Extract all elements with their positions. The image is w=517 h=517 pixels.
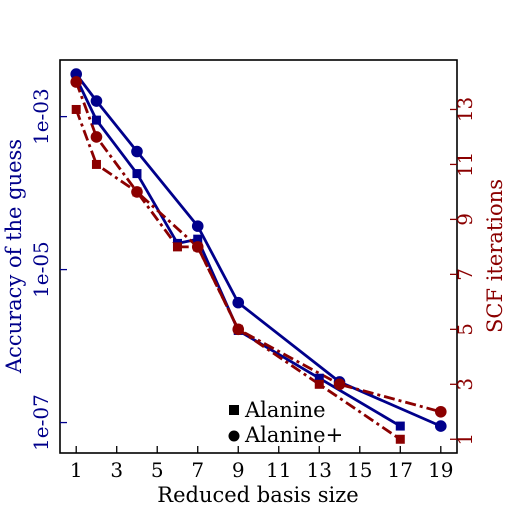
y-right-tick-label: 13 bbox=[453, 97, 477, 122]
data-point-alanine-accuracy bbox=[395, 421, 405, 431]
x-axis-label: Reduced basis size bbox=[157, 483, 358, 507]
y-right-tick-label: 9 bbox=[453, 213, 477, 226]
legend-label-alanine: Alanine bbox=[244, 398, 326, 422]
data-point-alanine-plus-iterations bbox=[191, 241, 204, 253]
data-point-alanine-plus-accuracy bbox=[434, 420, 447, 432]
data-point-alanine-accuracy bbox=[193, 234, 203, 244]
data-point-alanine-plus-accuracy bbox=[191, 220, 204, 232]
y-right-tick-label: 11 bbox=[453, 152, 477, 177]
x-tick-label: 15 bbox=[347, 458, 372, 482]
legend-marker-square bbox=[229, 405, 239, 415]
y-left-tick-label: 1e-07 bbox=[29, 394, 53, 451]
data-point-alanine-iterations bbox=[172, 242, 182, 252]
y-right-tick-label: 1 bbox=[453, 433, 477, 446]
data-point-alanine-plus-accuracy bbox=[232, 296, 245, 309]
x-tick-label: 5 bbox=[151, 458, 164, 482]
data-point-alanine-plus-iterations bbox=[232, 323, 245, 336]
y-right-tick-label: 7 bbox=[453, 268, 477, 281]
data-point-alanine-plus-iterations bbox=[70, 76, 83, 88]
data-point-alanine-plus-iterations bbox=[90, 131, 103, 143]
y-right-axis-label: SCF iterations bbox=[483, 179, 507, 333]
legend-label-alanine-plus: Alanine+ bbox=[244, 423, 343, 447]
x-tick-label: 11 bbox=[266, 458, 291, 482]
data-point-alanine-accuracy bbox=[91, 115, 101, 125]
y-right-tick-label: 5 bbox=[453, 323, 477, 336]
y-left-tick-label: 1e-03 bbox=[29, 88, 53, 145]
data-point-alanine-accuracy bbox=[132, 169, 142, 179]
x-tick-label: 3 bbox=[110, 458, 123, 482]
x-ticks: 1 3 5 7 9 11 13 15 17 19 bbox=[70, 446, 454, 482]
plot-frame bbox=[59, 59, 458, 454]
x-tick-label: 17 bbox=[388, 458, 413, 482]
series-line-alanine-accuracy bbox=[74, 77, 402, 428]
legend-marker-circle bbox=[228, 430, 240, 442]
x-tick-label: 9 bbox=[232, 458, 245, 482]
data-point-alanine-iterations bbox=[71, 104, 81, 114]
data-point-alanine-iterations bbox=[395, 434, 405, 444]
plot-lines bbox=[74, 73, 442, 441]
data-point-alanine-iterations bbox=[91, 159, 101, 169]
x-tick-label: 13 bbox=[307, 458, 332, 482]
legend: Alanine Alanine+ bbox=[228, 398, 343, 447]
series-line-alanine-plus-accuracy bbox=[75, 73, 442, 428]
data-point-alanine-plus-iterations bbox=[333, 378, 346, 391]
data-point-alanine-plus-iterations bbox=[434, 405, 447, 418]
data-point-alanine-plus-iterations bbox=[131, 186, 143, 198]
x-tick-label: 1 bbox=[70, 458, 83, 482]
x-tick-label: 19 bbox=[428, 458, 453, 482]
series-line-alanine-plus-iterations bbox=[74, 81, 442, 414]
data-point-alanine-plus-accuracy bbox=[90, 95, 103, 107]
data-point-alanine-accuracy bbox=[314, 373, 324, 383]
series-line-alanine-iterations bbox=[74, 109, 402, 441]
y-left-tick-label: 1e-05 bbox=[29, 241, 53, 298]
x-tick-label: 7 bbox=[191, 458, 204, 482]
y-left-axis-label: Accuracy of the guess bbox=[2, 139, 26, 374]
data-point-alanine-plus-accuracy bbox=[131, 145, 143, 158]
plot-markers bbox=[70, 68, 447, 444]
y-right-tick-label: 3 bbox=[453, 378, 477, 391]
data-point-alanine-iterations bbox=[314, 379, 324, 389]
y-left-ticks: 1e-03 1e-05 1e-07 bbox=[29, 88, 67, 451]
